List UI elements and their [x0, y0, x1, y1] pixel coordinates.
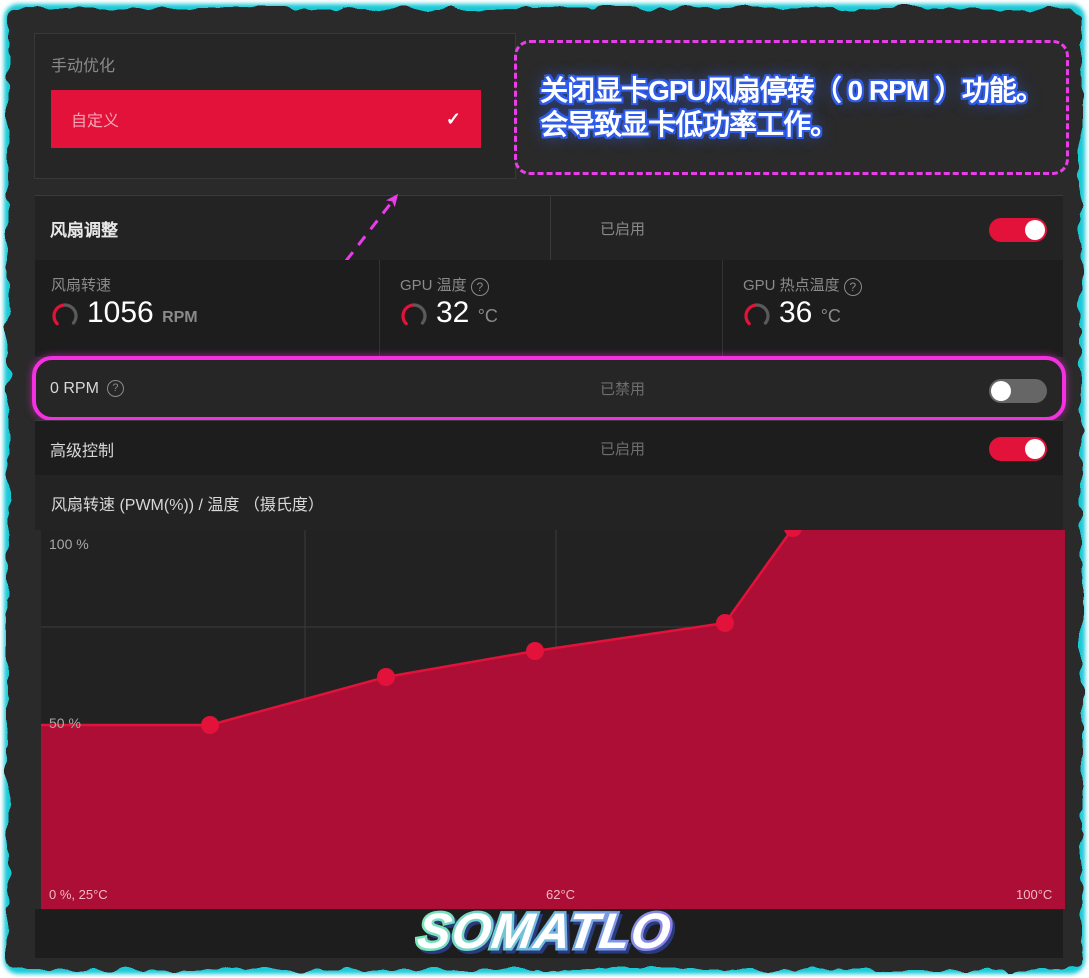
svg-text:SOMATLO: SOMATLO [414, 903, 675, 959]
